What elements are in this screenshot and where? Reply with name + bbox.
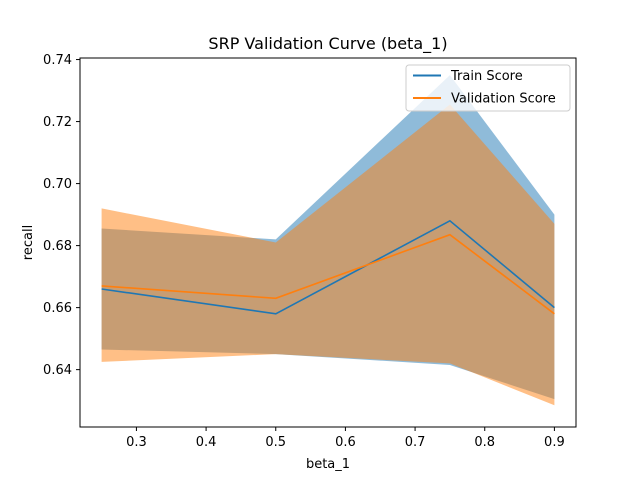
y-axis-title: recall — [21, 225, 36, 260]
x-tick-label: 0.6 — [335, 435, 356, 450]
series-lines — [101, 219, 555, 315]
y-axis-ticks: 0.64 0.66 0.68 0.70 0.72 0.74 — [43, 53, 80, 378]
x-tick-label: 0.7 — [405, 435, 426, 450]
y-tick-label: 0.64 — [43, 363, 72, 378]
x-axis-title: beta_1 — [306, 457, 350, 472]
y-tick-label: 0.68 — [43, 239, 72, 254]
legend: Train Score Validation Score — [405, 64, 571, 112]
band-validation-score — [101, 104, 555, 406]
x-tick-label: 0.8 — [474, 435, 495, 450]
x-tick-label: 0.4 — [196, 435, 217, 450]
legend-label-validation-score: Validation Score — [451, 92, 556, 107]
x-tick-label: 0.9 — [544, 435, 565, 450]
x-tick-label: 0.5 — [265, 435, 286, 450]
y-tick-label: 0.66 — [43, 301, 72, 316]
x-tick-label: 0.3 — [126, 435, 147, 450]
y-tick-label: 0.74 — [43, 53, 72, 68]
confidence-bands — [101, 75, 555, 406]
legend-box — [405, 64, 571, 112]
chart-title: SRP Validation Curve (beta_1) — [208, 34, 447, 54]
plot-frame — [79, 57, 577, 428]
x-axis-ticks: 0.3 0.4 0.5 0.6 0.7 0.8 0.9 — [126, 427, 565, 450]
line-validation-score — [101, 233, 555, 315]
legend-label-train-score: Train Score — [450, 69, 523, 84]
y-tick-label: 0.70 — [43, 177, 72, 192]
y-tick-label: 0.72 — [43, 115, 72, 130]
